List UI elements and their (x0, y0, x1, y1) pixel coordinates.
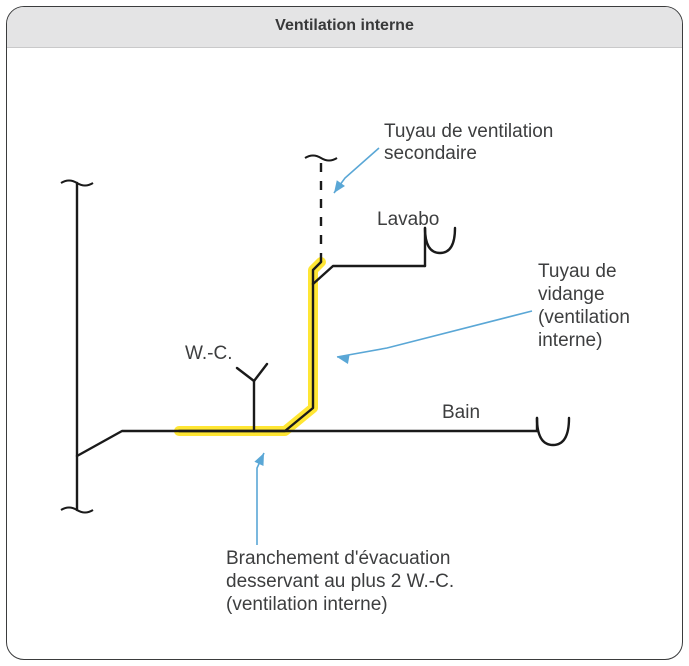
card-header: Ventilation interne (7, 7, 682, 48)
callout-2-line-1: Tuyau de (538, 261, 617, 282)
leader-to-pipe (336, 311, 532, 364)
callout-1-line-2: secondaire (384, 143, 477, 164)
main-drain (77, 431, 537, 456)
callout-3-line-1: Branchement d'évacuation (226, 548, 450, 569)
callout-3-line-2: desservant au plus 2 W.-C. (226, 571, 454, 592)
callout-1-line-1: Tuyau de ventilation (384, 121, 553, 142)
leader-to-branch (254, 451, 268, 545)
label-bain: Bain (442, 402, 480, 423)
callout-3-line-3: (ventilation interne) (226, 594, 388, 615)
label-wc: W.-C. (185, 343, 233, 364)
plumbing-diagram: W.-C. Lavabo Bain Tuyau de ventilation s… (7, 48, 683, 654)
diagram-card: Ventilation interne (6, 6, 683, 660)
leader-to-vent (330, 148, 379, 196)
lavabo-trap (425, 228, 455, 253)
callout-2-line-3: (ventilation (538, 307, 630, 328)
callout-2-line-4: interne) (538, 330, 602, 351)
label-lavabo: Lavabo (377, 209, 439, 230)
bain-trap (537, 418, 569, 445)
callout-2-line-2: vidange (538, 284, 605, 305)
wc-trap (237, 364, 267, 381)
vent-break (305, 156, 337, 161)
card-title: Ventilation interne (275, 17, 414, 34)
lavabo-branch (313, 266, 425, 284)
